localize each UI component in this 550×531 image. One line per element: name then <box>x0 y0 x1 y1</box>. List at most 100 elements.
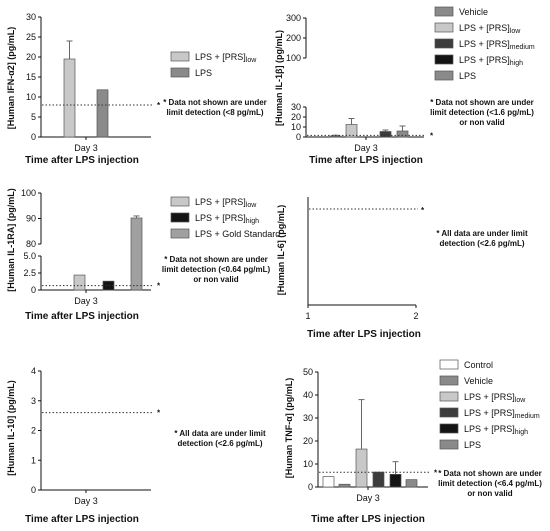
legend-label: Vehicle <box>459 7 488 17</box>
legend-label: LPS + [PRS]high <box>464 424 528 436</box>
x-axis-title: Time after LPS injection <box>25 514 139 525</box>
x-axis-title: Time after LPS injection <box>25 155 139 166</box>
x-tick-label: 2 <box>413 311 418 321</box>
legend-label: LPS + [PRS]high <box>195 213 259 225</box>
x-tick-label: 1 <box>305 311 310 321</box>
y-tick-label: 5.0 <box>23 251 36 261</box>
legend-swatch <box>439 423 459 434</box>
y-tick-label: 100 <box>286 53 301 63</box>
legend-swatch <box>170 67 190 78</box>
x-tick-label: Day 3 <box>356 493 380 503</box>
bar <box>396 130 409 138</box>
footnote-text: limit detection (<1.6 pg/mL) <box>430 108 534 117</box>
legend-swatch <box>439 391 459 402</box>
legend-swatch <box>434 6 454 17</box>
bar <box>73 274 86 291</box>
bar <box>63 58 76 138</box>
y-tick-label: 3 <box>31 396 36 406</box>
footnote-text: or non valid <box>193 275 238 284</box>
legend-swatch <box>170 196 190 207</box>
legend-label: LPS + [PRS]high <box>459 55 523 67</box>
y-axis-title: [Human IL-1RA] (pg/mL) <box>6 188 16 292</box>
y-axis-title: [Human IL-1β] (pg/mL) <box>274 30 284 126</box>
footnote-text: * Data not shown are under <box>163 98 267 107</box>
bar <box>379 131 392 138</box>
footnote-text: limit detection (<8 pg/mL) <box>166 108 263 117</box>
footnote-text: or non valid <box>467 489 512 498</box>
y-tick-label: 0 <box>31 132 36 142</box>
y-tick-label: 40 <box>303 390 313 400</box>
detection-limit-asterisk: * <box>157 282 161 291</box>
y-tick-label: 15 <box>26 72 36 82</box>
footnote-text: * All data are under limit <box>174 429 266 438</box>
legend-label: LPS + [PRS]low <box>459 23 521 35</box>
y-tick-label: 50 <box>303 367 313 377</box>
detection-limit-asterisk: * <box>421 206 425 215</box>
x-axis-title: Time after LPS injection <box>307 329 421 340</box>
legend-swatch <box>439 359 459 370</box>
x-tick-label: Day 3 <box>354 143 378 153</box>
footnote-text: detection (<2.6 pg/mL) <box>439 239 524 248</box>
y-axis-title: [Human IL-6] (pg/mL) <box>276 205 286 296</box>
x-tick-label: Day 3 <box>74 496 98 506</box>
legend-swatch <box>439 407 459 418</box>
y-tick-label: 20 <box>291 112 301 122</box>
legend-swatch <box>170 212 190 223</box>
legend-label: LPS + Gold Standard <box>195 229 280 239</box>
legend-label: LPS + [PRS]low <box>195 52 257 64</box>
bar <box>130 217 143 291</box>
legend-label: Vehicle <box>464 376 493 386</box>
y-tick-label: 0 <box>31 485 36 495</box>
y-tick-label: 5 <box>31 112 36 122</box>
footnote-text: * Data not shown are under <box>438 469 542 478</box>
y-tick-label: 100 <box>21 188 36 198</box>
bar <box>329 135 342 138</box>
y-tick-label: 0 <box>31 285 36 295</box>
y-axis-title: [Human IFN-α2] (pg/mL) <box>6 27 16 130</box>
legend-label: LPS <box>195 68 212 78</box>
detection-limit-asterisk: * <box>434 468 438 477</box>
legend-swatch <box>170 228 190 239</box>
legend-label: LPS + [PRS]medium <box>464 408 540 420</box>
bar <box>389 474 402 488</box>
y-tick-label: 80 <box>26 239 36 249</box>
legend-swatch <box>170 51 190 62</box>
x-tick-label: Day 3 <box>74 143 98 153</box>
y-tick-label: 10 <box>26 92 36 102</box>
y-tick-label: 300 <box>286 13 301 23</box>
legend-label: LPS + [PRS]low <box>464 392 526 404</box>
legend-swatch <box>434 38 454 49</box>
y-tick-label: 10 <box>303 459 313 469</box>
y-tick-label: 30 <box>26 12 36 22</box>
y-tick-label: 20 <box>303 436 313 446</box>
bar <box>355 448 368 488</box>
y-axis-title: [Human TNF-α] (pg/mL) <box>284 378 294 479</box>
y-tick-label: 10 <box>291 122 301 132</box>
y-tick-label: 25 <box>26 32 36 42</box>
x-axis-title: Time after LPS injection <box>25 311 139 322</box>
x-tick-label: Day 3 <box>74 296 98 306</box>
y-tick-label: 30 <box>291 102 301 112</box>
legend-label: LPS + [PRS]medium <box>459 39 535 51</box>
y-tick-label: 2.5 <box>23 268 36 278</box>
bar <box>405 479 418 488</box>
detection-limit-asterisk: * <box>157 409 161 418</box>
bar <box>96 89 109 138</box>
bar <box>338 483 351 488</box>
legend-label: LPS <box>464 440 481 450</box>
x-axis-title: Time after LPS injection <box>311 514 425 525</box>
legend-swatch <box>434 54 454 65</box>
y-tick-label: 0 <box>296 132 301 142</box>
footnote-text: limit detection (<0.64 pg/mL) <box>162 265 271 274</box>
footnote-text: * Data not shown are under <box>430 98 534 107</box>
footnote-text: or non valid <box>459 118 504 127</box>
y-tick-label: 2 <box>31 426 36 436</box>
footnote-text: * All data are under limit <box>436 229 528 238</box>
detection-limit-asterisk: * <box>430 131 434 140</box>
detection-limit-asterisk: * <box>157 101 161 110</box>
legend-label: Control <box>464 360 493 370</box>
y-tick-label: 4 <box>31 366 36 376</box>
legend-swatch <box>439 375 459 386</box>
legend-swatch <box>439 439 459 450</box>
